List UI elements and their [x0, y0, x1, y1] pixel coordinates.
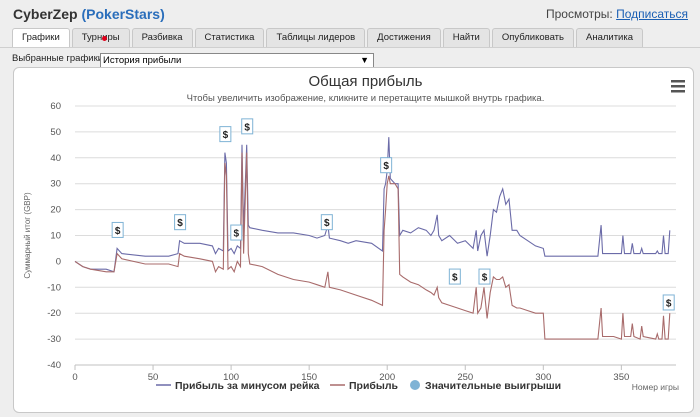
- x-tick-label: 50: [148, 372, 159, 383]
- tab-label: Достижения: [377, 32, 431, 43]
- profit-chart[interactable]: Общая прибыль Чтобы увеличить изображение…: [14, 68, 693, 412]
- y-tick-label: 40: [50, 153, 61, 164]
- tab-graphs[interactable]: Графики: [12, 28, 70, 47]
- big-win-marker-label: $: [452, 273, 458, 284]
- big-win-marker[interactable]: [320, 214, 333, 231]
- y-tick-label: -40: [47, 360, 61, 371]
- legend-swatch-big-wins: [410, 380, 420, 390]
- graph-select-value: История прибыли: [103, 55, 182, 66]
- site-close-paren: ): [160, 6, 165, 22]
- y-tick-label: -10: [47, 282, 61, 293]
- views-label: Просмотры:: [545, 7, 613, 21]
- player-name: CyberZep: [13, 6, 78, 22]
- big-win-marker-label: $: [244, 122, 250, 133]
- x-tick-label: 200: [379, 372, 395, 383]
- tab-label: Найти: [452, 32, 480, 43]
- x-tick-label: 250: [457, 372, 473, 383]
- tab-analytics[interactable]: Аналитика: [575, 28, 644, 47]
- y-tick-label: 20: [50, 205, 61, 216]
- big-win-marker-label: $: [383, 161, 389, 172]
- views-area: Просмотры: Подписаться: [546, 7, 688, 21]
- x-tick-label: 0: [72, 372, 77, 383]
- big-win-marker[interactable]: [241, 118, 254, 135]
- x-tick-label: 300: [535, 372, 551, 383]
- chevron-down-icon: ▼: [360, 55, 369, 65]
- menu-icon-bar: [671, 90, 685, 93]
- tab-label: Опубликовать: [501, 32, 564, 43]
- legend-label-profit[interactable]: Прибыль: [349, 380, 399, 392]
- tab-find[interactable]: Найти: [442, 28, 490, 47]
- notification-dot: [101, 36, 107, 41]
- y-tick-label: 30: [50, 179, 61, 190]
- big-win-marker[interactable]: [219, 126, 232, 143]
- tab-publish[interactable]: Опубликовать: [491, 28, 574, 47]
- big-win-marker-label: $: [324, 218, 330, 229]
- page-title: CyberZep (PokerStars): [13, 6, 165, 22]
- tab-divider: [0, 47, 700, 48]
- y-tick-label: 60: [50, 101, 61, 112]
- y-tick-label: -30: [47, 334, 61, 345]
- tab-label: Разбивка: [141, 32, 183, 43]
- site-open-paren: (: [81, 6, 87, 22]
- y-axis-title: Суммарный итог (GBP): [23, 192, 32, 279]
- menu-icon[interactable]: [671, 80, 685, 93]
- x-tick-label: 150: [301, 372, 317, 383]
- big-win-marker-label: $: [666, 298, 672, 309]
- graph-select[interactable]: История прибыли ▼: [100, 53, 374, 68]
- tab-statistics[interactable]: Статистика: [194, 28, 265, 47]
- tab-bar: Графики Турниры Разбивка Статистика Табл…: [12, 28, 644, 47]
- series-line-profit: [74, 152, 671, 340]
- x-axis-title: Номер игры: [632, 382, 679, 392]
- tab-label: Графики: [22, 32, 60, 43]
- app-header: CyberZep (PokerStars) Просмотры: Подписа…: [0, 0, 700, 28]
- tab-label: Аналитика: [585, 32, 634, 43]
- tab-label: Турниры: [81, 32, 120, 43]
- series-line-profit-minus-rake: [74, 137, 671, 273]
- menu-icon-bar: [671, 85, 685, 88]
- subscribe-link[interactable]: Подписаться: [616, 7, 688, 21]
- y-tick-label: 50: [50, 127, 61, 138]
- big-win-marker-label: $: [115, 226, 121, 237]
- big-win-marker-label: $: [234, 229, 240, 240]
- legend-label-profit-minus-rake[interactable]: Прибыль за минусом рейка: [175, 380, 320, 392]
- graph-selector-label: Выбранные графики:: [12, 53, 106, 64]
- tab-achievements[interactable]: Достижения: [367, 28, 441, 47]
- tab-breakdown[interactable]: Разбивка: [131, 28, 193, 47]
- big-win-marker-label: $: [223, 130, 229, 141]
- x-tick-label: 100: [223, 372, 239, 383]
- chart-subtitle: Чтобы увеличить изображение, кликните и …: [187, 93, 545, 104]
- tab-leaderboards[interactable]: Таблицы лидеров: [266, 28, 366, 47]
- menu-icon-bar: [671, 80, 685, 83]
- tab-label: Статистика: [204, 32, 255, 43]
- chart-panel: Общая прибыль Чтобы увеличить изображение…: [13, 67, 694, 413]
- big-win-marker-label: $: [177, 218, 183, 229]
- big-win-marker[interactable]: [380, 157, 393, 174]
- tab-label: Таблицы лидеров: [276, 32, 356, 43]
- big-win-marker[interactable]: [111, 221, 124, 238]
- y-tick-label: -20: [47, 308, 61, 319]
- chart-title: Общая прибыль: [308, 73, 422, 90]
- y-tick-label: 0: [56, 256, 61, 267]
- big-win-marker-label: $: [482, 273, 488, 284]
- big-win-marker[interactable]: [662, 294, 675, 311]
- big-win-marker[interactable]: [448, 268, 461, 285]
- big-win-marker[interactable]: [478, 268, 491, 285]
- x-tick-label: 350: [613, 372, 629, 383]
- big-win-marker[interactable]: [174, 214, 187, 231]
- big-win-marker[interactable]: [230, 224, 243, 241]
- legend-label-big-wins[interactable]: Значительные выигрыши: [425, 380, 561, 392]
- y-tick-label: 10: [50, 231, 61, 242]
- site-name[interactable]: PokerStars: [86, 6, 161, 22]
- tab-tournaments[interactable]: Турниры: [71, 28, 130, 47]
